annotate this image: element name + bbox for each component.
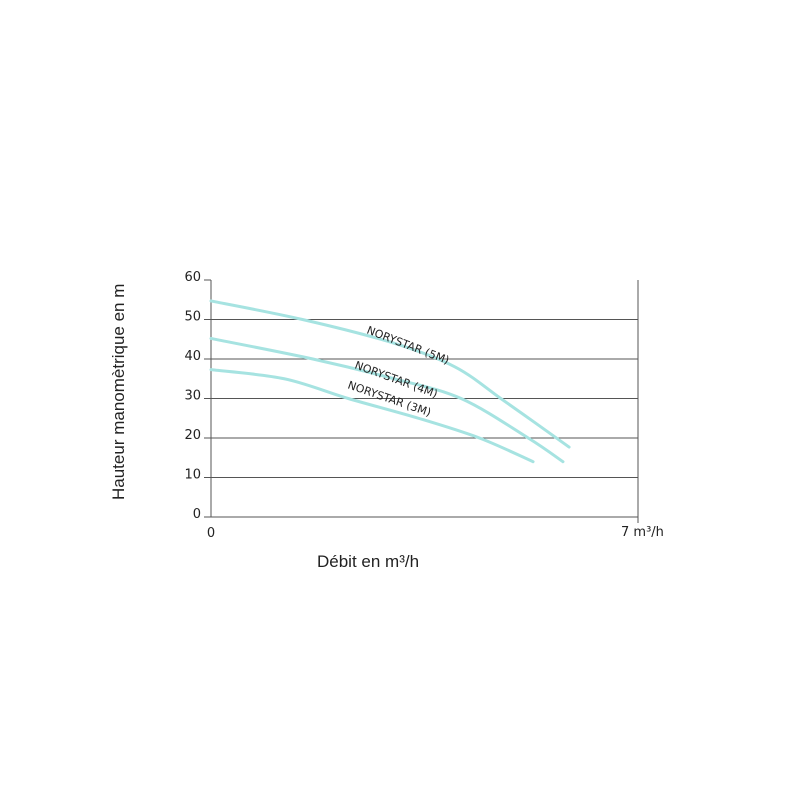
y-tick-label: 40	[184, 349, 201, 364]
y-tick-label: 30	[184, 389, 201, 404]
x-axis-label: Débit en m³/h	[317, 552, 419, 571]
y-tick-label: 20	[184, 428, 201, 443]
x-tick-label: 7 m³/h	[621, 525, 664, 540]
y-tick-label: 10	[184, 468, 201, 483]
y-tick-label: 50	[184, 310, 201, 325]
axes: 0 10 20 30 40 50 60 0 7 m³/h	[184, 270, 663, 541]
y-tick-label: 60	[184, 270, 201, 285]
y-axis-label: Hauteur manomètrique en m	[109, 284, 128, 500]
curve-line	[209, 368, 535, 464]
x-tick-label: 0	[207, 526, 215, 541]
curve-line	[209, 336, 565, 464]
curve-label: NORYSTAR (5M)	[365, 324, 451, 367]
curves	[209, 299, 571, 464]
grid	[211, 319, 638, 478]
curve-line	[209, 299, 571, 449]
y-tick-label: 0	[193, 507, 201, 522]
curve-labels: NORYSTAR (5M)NORYSTAR (4M)NORYSTAR (3M)	[346, 324, 451, 420]
